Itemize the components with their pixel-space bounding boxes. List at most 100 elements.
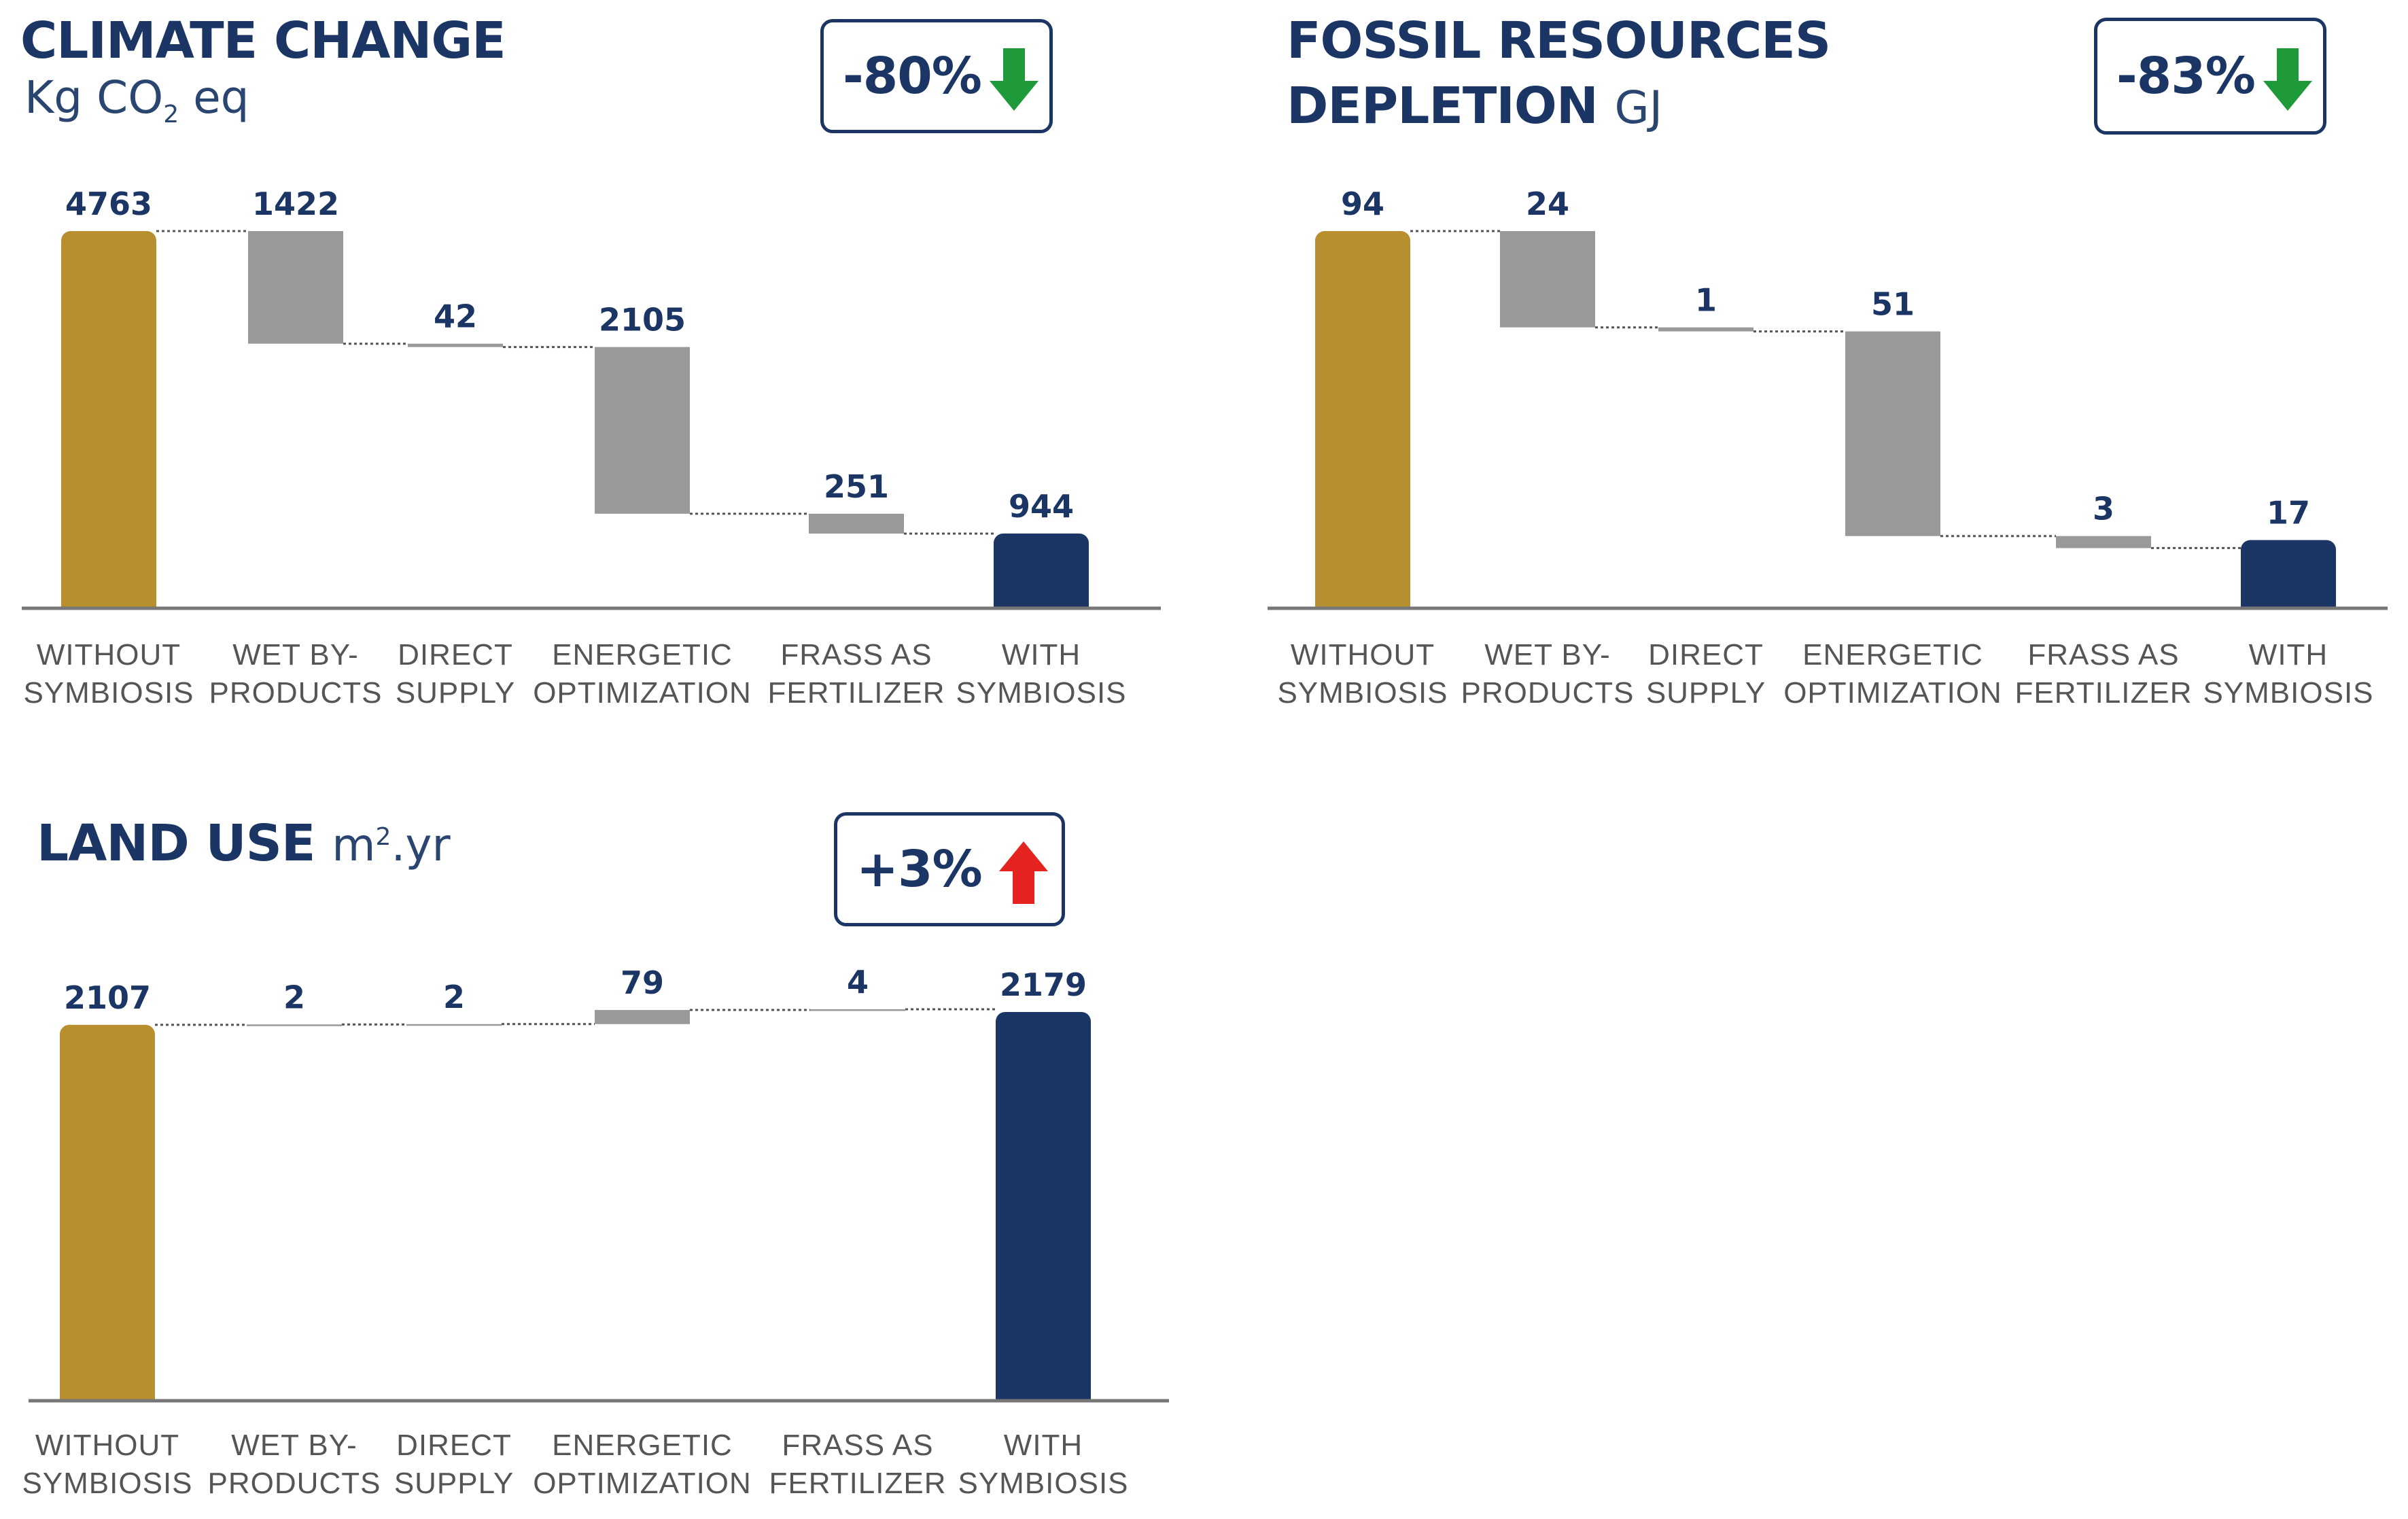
fossil-resources-badge: -83% bbox=[2094, 18, 2326, 135]
category-label: FERTILIZER bbox=[769, 1467, 946, 1500]
category-label: FERTILIZER bbox=[767, 676, 945, 710]
fossil-resources-panel: FOSSIL RESOURCES DEPLETION GJ -83% 94 24 1… bbox=[1254, 0, 2408, 734]
fossil-resources-chart: 94 24 1 51 3 17 WITHOUT SYMBIOSIS WET BY- PRODUCT… bbox=[1268, 186, 2388, 710]
bar-energetic-optimization bbox=[595, 347, 690, 514]
climate-change-title: CLIMATE CHANGE bbox=[20, 12, 506, 70]
climate-change-panel: CLIMATE CHANGE Kg CO2 eq -80% 4763 1422 42… bbox=[0, 0, 1196, 734]
category-label: ENERGETIC bbox=[552, 1429, 733, 1462]
arrow-down-icon bbox=[990, 48, 1039, 111]
category-label: FRASS AS bbox=[780, 638, 932, 671]
category-label: WET BY- bbox=[1484, 638, 1611, 671]
bar-wet-by-products bbox=[1500, 231, 1595, 328]
climate-change-badge-value: -80% bbox=[843, 47, 982, 105]
value-label: 3 bbox=[2093, 491, 2114, 527]
land-use-badge-value: +3% bbox=[856, 840, 983, 898]
climate-change-chart: 4763 1422 42 2105 251 944 WITHOUT SYMBIOSIS WET … bbox=[22, 186, 1161, 710]
bar-energetic-optimization bbox=[1845, 331, 1940, 536]
category-label: PRODUCTS bbox=[209, 676, 383, 710]
arrow-down-icon bbox=[2263, 48, 2312, 111]
category-label: WITH bbox=[2249, 638, 2328, 671]
bar-base bbox=[61, 597, 156, 608]
bar-base bbox=[1315, 597, 1410, 608]
bar-without-symbiosis bbox=[1315, 231, 1410, 608]
bar-with-symbiosis bbox=[996, 1011, 1091, 1401]
category-label: WITHOUT bbox=[35, 1429, 179, 1462]
bar-frass-as-fertilizer bbox=[809, 513, 904, 534]
category-label: OPTIMIZATION bbox=[1783, 676, 2002, 710]
value-label: 4 bbox=[847, 964, 869, 1000]
category-label: FRASS AS bbox=[2027, 638, 2179, 671]
category-label: WITHOUT bbox=[37, 638, 181, 671]
category-label: SUPPLY bbox=[394, 1467, 514, 1500]
category-label: WITH bbox=[1002, 638, 1081, 671]
bar-base bbox=[994, 597, 1089, 608]
bar-direct-supply bbox=[406, 1024, 502, 1026]
fossil-resources-title-line2: DEPLETION GJ bbox=[1287, 77, 1663, 135]
category-label: SYMBIOSIS bbox=[2203, 676, 2373, 710]
value-label: 251 bbox=[824, 468, 889, 505]
bar-wet-by-products bbox=[248, 231, 343, 344]
category-label: ENERGETIC bbox=[1802, 638, 1983, 671]
fossil-resources-badge-value: -83% bbox=[2116, 47, 2256, 105]
land-use-unit: m2.yr bbox=[332, 819, 451, 871]
land-use-chart: 2107 2 2 79 4 2179 WITHOUT SYMBIOSIS WET BY- PROD… bbox=[22, 964, 1169, 1500]
value-label: 2 bbox=[443, 979, 465, 1015]
bar-without-symbiosis bbox=[61, 231, 156, 608]
category-label: OPTIMIZATION bbox=[533, 1467, 752, 1500]
category-label: SUPPLY bbox=[1646, 676, 1766, 710]
category-label: SYMBIOSIS bbox=[1277, 676, 1448, 710]
value-label: 1 bbox=[1695, 282, 1717, 319]
bar-base bbox=[2241, 597, 2336, 608]
category-label: PRODUCTS bbox=[1461, 676, 1635, 710]
bar-frass-as-fertilizer bbox=[810, 1009, 905, 1011]
value-label: 2105 bbox=[599, 302, 686, 338]
bar-with-symbiosis bbox=[994, 534, 1089, 608]
category-label: DIRECT bbox=[398, 638, 513, 671]
category-label: ENERGETIC bbox=[552, 638, 733, 671]
fossil-resources-unit: GJ bbox=[1614, 82, 1663, 134]
value-label: 2 bbox=[283, 979, 305, 1015]
bar-with-symbiosis bbox=[2241, 540, 2336, 608]
category-label: DIRECT bbox=[396, 1429, 512, 1462]
value-label: 51 bbox=[1871, 286, 1915, 323]
bar-energetic-optimization bbox=[595, 1010, 690, 1024]
category-label: WITH bbox=[1004, 1429, 1083, 1462]
category-label: SYMBIOSIS bbox=[958, 1467, 1128, 1500]
value-label: 2107 bbox=[64, 979, 151, 1016]
category-label: SYMBIOSIS bbox=[956, 676, 1126, 710]
category-label: DIRECT bbox=[1648, 638, 1764, 671]
bar-wet-by-products bbox=[247, 1024, 342, 1026]
category-label: FRASS AS bbox=[782, 1429, 933, 1462]
value-label: 24 bbox=[1526, 186, 1569, 222]
bar-without-symbiosis bbox=[60, 1024, 155, 1401]
value-label: 94 bbox=[1341, 186, 1384, 222]
bar-direct-supply bbox=[408, 343, 503, 347]
bar-frass-as-fertilizer bbox=[2056, 536, 2151, 548]
value-label: 1422 bbox=[252, 186, 339, 222]
land-use-badge: +3% bbox=[834, 812, 1065, 926]
value-label: 2179 bbox=[1000, 966, 1087, 1003]
value-label: 42 bbox=[434, 298, 477, 335]
category-label: WET BY- bbox=[232, 638, 359, 671]
arrow-up-icon bbox=[999, 841, 1048, 904]
climate-change-badge: -80% bbox=[820, 19, 1053, 133]
climate-change-unit: Kg CO2 eq bbox=[24, 71, 249, 129]
bar-base bbox=[996, 1390, 1091, 1401]
category-label: WITHOUT bbox=[1291, 638, 1435, 671]
bar-direct-supply bbox=[1658, 327, 1753, 332]
category-label: SYMBIOSIS bbox=[22, 1467, 192, 1500]
category-label: OPTIMIZATION bbox=[533, 676, 752, 710]
bar-base bbox=[60, 1390, 155, 1401]
value-label: 4763 bbox=[65, 186, 152, 222]
category-label: FERTILIZER bbox=[2014, 676, 2192, 710]
fossil-resources-title: FOSSIL RESOURCES bbox=[1287, 12, 1831, 70]
land-use-panel: LAND USE m2.yr +3% 2107 2 2 79 4 2179 WITHOUT S… bbox=[0, 788, 1196, 1519]
value-label: 944 bbox=[1009, 488, 1074, 525]
category-label: SUPPLY bbox=[396, 676, 515, 710]
value-label: 79 bbox=[621, 964, 664, 1001]
category-label: SYMBIOSIS bbox=[23, 676, 194, 710]
category-label: WET BY- bbox=[231, 1429, 357, 1462]
category-label: PRODUCTS bbox=[208, 1467, 381, 1500]
value-label: 17 bbox=[2267, 495, 2310, 531]
land-use-title: LAND USE m2.yr bbox=[37, 814, 451, 873]
